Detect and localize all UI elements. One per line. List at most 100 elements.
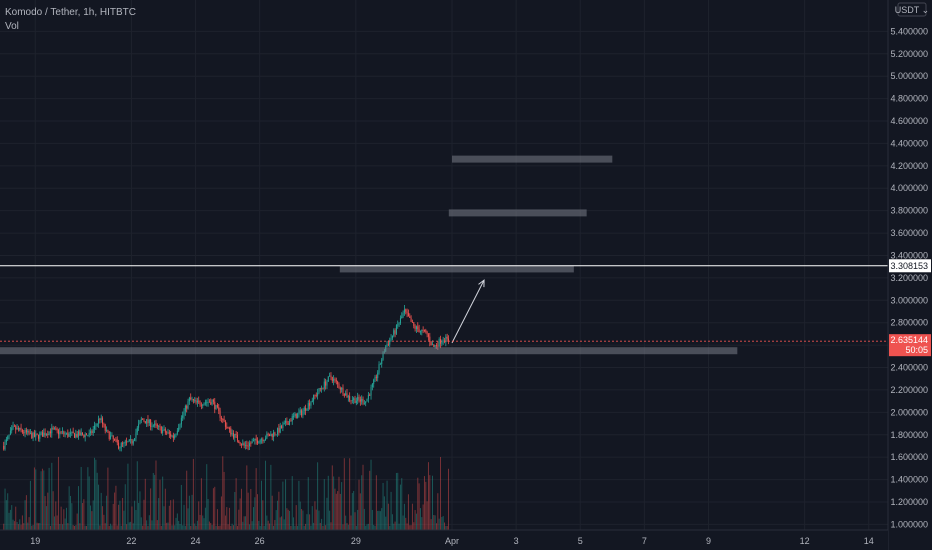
candle-body [430, 342, 432, 346]
candle-body [358, 396, 360, 400]
candle-body [135, 432, 137, 439]
volume-bar [224, 515, 226, 530]
volume-bar [94, 457, 96, 530]
volume-bar [71, 503, 73, 530]
volume-bar [347, 524, 349, 530]
volume-label[interactable]: Vol [5, 21, 19, 32]
candle-body [210, 402, 212, 405]
candle-body [40, 432, 42, 434]
volume-bar [68, 486, 70, 530]
candle-body [43, 432, 45, 437]
candle-body [68, 433, 70, 437]
volume-bar [61, 524, 63, 530]
candle-body [100, 418, 102, 420]
volume-bar [170, 500, 172, 530]
volume-bar [135, 510, 137, 530]
volume-bar [102, 506, 104, 530]
candle-body [204, 402, 206, 404]
volume-bar [211, 525, 213, 530]
volume-bar [107, 467, 109, 530]
candle-body [438, 339, 440, 347]
zone-rectangle [0, 347, 738, 355]
volume-bar [278, 491, 280, 530]
candle-body [401, 316, 403, 319]
candle-body [188, 397, 190, 402]
volume-bar [223, 471, 225, 530]
volume-bar [358, 479, 360, 530]
candle-body [127, 441, 129, 443]
candle-body [154, 423, 156, 426]
candle-body [291, 416, 293, 422]
volume-bar [192, 458, 194, 530]
volume-bar [119, 500, 121, 530]
volume-bar [23, 523, 25, 530]
candle-body [391, 335, 393, 339]
volume-bar [43, 470, 45, 530]
volume-bar [41, 468, 43, 530]
volume-bar [82, 503, 84, 530]
volume-bar [158, 498, 160, 530]
last-price-tag [889, 334, 931, 357]
volume-bar [16, 521, 18, 530]
volume-bar [171, 525, 173, 530]
candle-body [305, 407, 307, 411]
volume-bar [406, 523, 408, 530]
candle-body [4, 441, 6, 450]
volume-bar [220, 496, 222, 530]
time-tick-label: 14 [864, 536, 874, 546]
volume-bar [65, 507, 67, 530]
volume-bar [127, 463, 129, 530]
candle-body [215, 405, 217, 410]
volume-bar [138, 502, 140, 530]
candle-body [363, 403, 365, 405]
volume-bar [167, 522, 169, 530]
candle-body [255, 438, 257, 441]
volume-bar [176, 513, 178, 530]
candle-body [31, 432, 33, 439]
candle-body [427, 334, 429, 337]
volume-bar [128, 522, 130, 530]
volume-bar [11, 505, 13, 530]
candle-body [3, 445, 5, 450]
volume-bar [317, 462, 319, 530]
candle-body [69, 432, 71, 434]
symbol-title[interactable]: Komodo / Tether, 1h, HITBTC [5, 7, 136, 18]
time-axis [0, 530, 888, 550]
volume-bar [130, 521, 132, 530]
candle-body [163, 428, 165, 431]
candle-body [183, 411, 185, 416]
time-tick-label: 3 [514, 536, 519, 546]
price-tick-label: 1.000000 [890, 519, 928, 529]
volume-bar [342, 524, 344, 530]
candle-body [369, 395, 371, 396]
volume-bar [252, 507, 254, 530]
candle-body [219, 410, 221, 418]
candle-body [119, 447, 121, 449]
candle-body [435, 345, 437, 346]
candle-body [159, 425, 161, 427]
candle-body [156, 424, 158, 427]
candle-body [248, 443, 250, 447]
volume-bar [393, 523, 395, 530]
candle-body [45, 434, 47, 436]
volume-bar [413, 522, 415, 530]
candle-body [244, 445, 246, 446]
candle-body [175, 433, 177, 436]
volume-bar [140, 517, 142, 530]
volume-bar [236, 526, 238, 530]
volume-bar [239, 498, 241, 530]
candle-body [195, 400, 197, 403]
candle-body [191, 399, 193, 400]
volume-bar [383, 496, 385, 530]
candle-body [92, 429, 94, 433]
candle-body [29, 432, 31, 434]
candle-body [158, 425, 160, 427]
candle-body [331, 377, 333, 382]
candle-body [25, 429, 27, 433]
volume-bar [55, 501, 57, 530]
volume-bar [279, 517, 281, 530]
candle-body [78, 431, 80, 437]
candle-body [397, 324, 399, 326]
